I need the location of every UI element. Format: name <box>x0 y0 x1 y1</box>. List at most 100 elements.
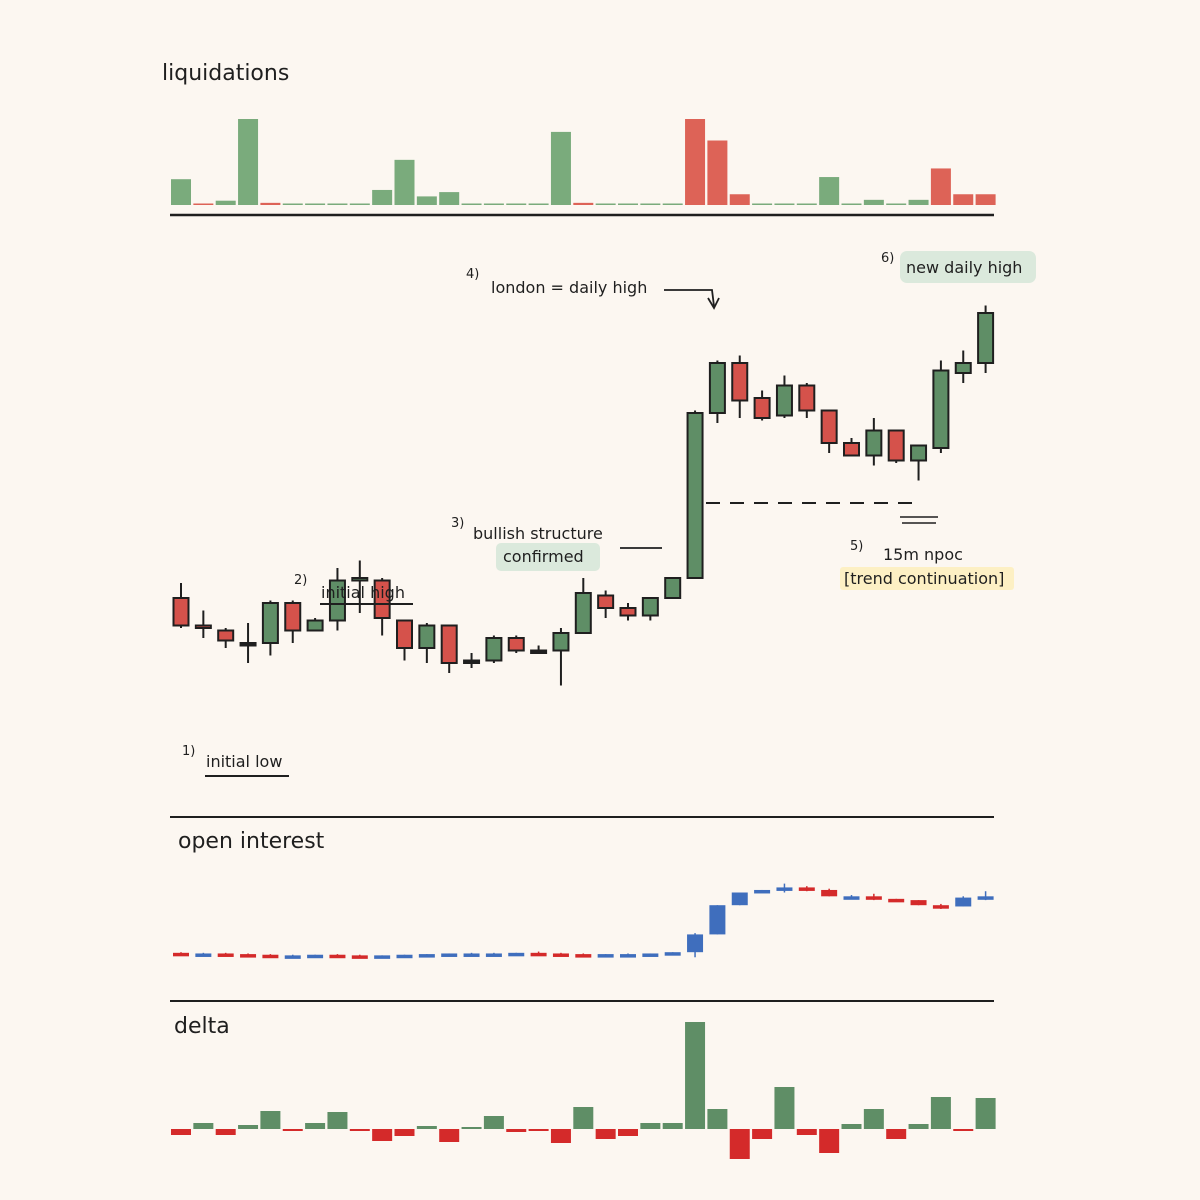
liquidation-bar <box>953 194 974 205</box>
delta-bar <box>819 1129 840 1153</box>
annotation-1-number: 1) <box>182 744 195 759</box>
delta-bar <box>618 1129 638 1136</box>
oi-candle <box>329 954 346 959</box>
price-candle <box>507 637 525 652</box>
liquidation-bar <box>930 168 951 205</box>
delta-bar <box>930 1097 951 1129</box>
delta-bar <box>729 1129 750 1159</box>
price-candle <box>396 619 413 649</box>
price-candle <box>306 619 324 632</box>
liquidation-bar <box>260 202 281 205</box>
oi-candle <box>575 954 592 958</box>
liquidation-bar <box>774 203 795 205</box>
liquidation-bar <box>618 203 638 205</box>
annotation-npoc: 15m npoc <box>883 545 963 564</box>
oi-candle <box>955 897 972 907</box>
annotation-initial-low: initial low <box>206 752 282 771</box>
oi-candle <box>418 954 435 958</box>
delta-bar <box>886 1129 907 1139</box>
oi-candle <box>910 900 927 906</box>
price-candle <box>820 409 838 444</box>
price-candle <box>239 642 257 647</box>
liquidation-bar <box>841 203 862 205</box>
oi-candle <box>351 955 368 959</box>
oi-candle <box>485 953 502 957</box>
price-candle <box>217 629 235 642</box>
delta-bar <box>238 1125 259 1129</box>
oi-candle <box>888 898 905 903</box>
price-candle <box>910 444 928 462</box>
liquidation-bar <box>305 203 326 205</box>
price-candle <box>351 577 369 582</box>
oi-candle <box>932 905 949 909</box>
liquidation-bar <box>528 203 549 205</box>
delta-bar <box>796 1129 817 1135</box>
delta-bar <box>752 1129 773 1139</box>
price-candle <box>932 369 950 449</box>
liquidation-bar <box>707 140 728 205</box>
delta-bar <box>282 1129 303 1131</box>
liquidation-bar <box>483 203 504 205</box>
annotation-3-highlight <box>496 543 600 571</box>
liquidation-bar <box>461 203 482 205</box>
liquidation-bar <box>752 203 773 205</box>
delta-bar <box>416 1126 437 1129</box>
price-candle <box>284 602 302 632</box>
delta-bars <box>171 1022 996 1159</box>
delta-bar <box>171 1129 191 1135</box>
liquidation-bar <box>171 179 191 205</box>
liquidation-bar <box>796 203 817 205</box>
price-candle <box>574 592 592 634</box>
delta-bar <box>908 1124 929 1129</box>
liquidation-bar <box>729 194 750 205</box>
delta-bar <box>305 1123 326 1129</box>
delta-bar <box>863 1109 884 1129</box>
price-candle <box>887 429 905 462</box>
price-candle <box>731 362 749 402</box>
oi-candle <box>687 934 704 953</box>
annotation-6-highlight <box>900 251 1036 283</box>
price-candle <box>641 597 659 617</box>
price-candle <box>552 632 570 652</box>
oi-candle <box>195 953 212 957</box>
liquidations-title: liquidations <box>162 61 289 86</box>
delta-bar <box>483 1116 504 1129</box>
price-candle <box>485 637 503 662</box>
liquidation-bar <box>640 203 661 205</box>
oi-candle <box>262 954 279 959</box>
price-candle <box>753 397 771 419</box>
open-interest-candles <box>173 883 994 959</box>
liquidation-bar <box>886 203 907 205</box>
delta-bar <box>640 1123 661 1129</box>
price-candle <box>194 624 212 629</box>
liquidation-bar <box>863 199 884 205</box>
liquidation-bar <box>550 131 571 205</box>
liquidation-bar <box>193 203 214 205</box>
price-candle <box>686 412 704 579</box>
liquidation-bar <box>595 203 616 205</box>
liquidation-bar <box>282 203 303 205</box>
oi-candle <box>664 952 681 956</box>
annotation-initial-high: initial high <box>321 583 405 602</box>
annotation-2-number: 2) <box>294 573 307 588</box>
oi-candle <box>977 896 994 900</box>
delta-bar <box>573 1107 594 1129</box>
price-candle <box>775 384 793 417</box>
delta-bar <box>506 1129 527 1132</box>
delta-bar <box>685 1022 706 1129</box>
price-candle <box>440 624 458 664</box>
liquidation-bar <box>662 203 683 205</box>
price-candle <box>418 624 436 649</box>
delta-title: delta <box>174 1014 230 1039</box>
oi-candle <box>441 953 458 957</box>
price-candle <box>261 602 279 644</box>
oi-candle <box>396 954 413 959</box>
delta-bar <box>774 1087 795 1129</box>
oi-candle <box>776 887 793 891</box>
annotation-trend-continuation: [trend continuation] <box>844 569 1004 588</box>
liquidation-bar <box>416 196 437 205</box>
oi-candle <box>642 953 659 957</box>
liquidation-bar <box>372 189 393 205</box>
oi-candle <box>508 952 525 957</box>
liquidation-bar <box>439 192 460 205</box>
